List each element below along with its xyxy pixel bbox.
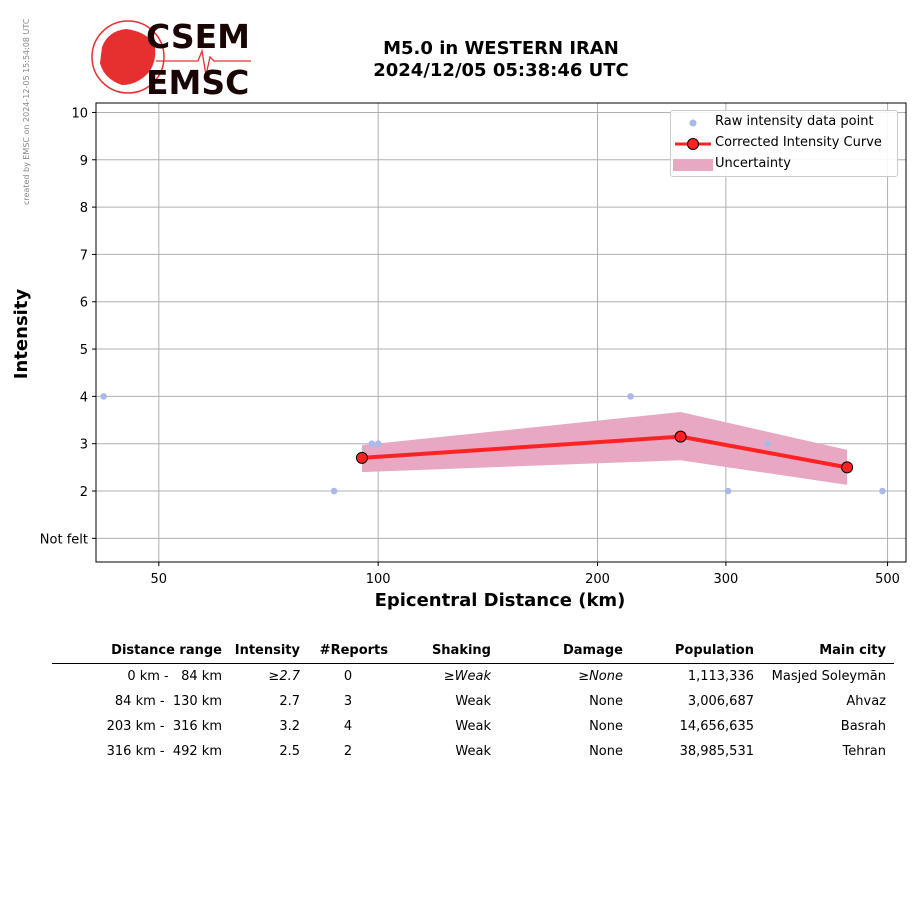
raw-data-point (368, 440, 376, 448)
cell-intensity: ≥2.7 (268, 668, 300, 684)
cell-shaking: Weak (455, 743, 491, 759)
cell-main-city: Ahvaz (846, 693, 886, 709)
legend-raw-label: Raw intensity data point (715, 114, 874, 129)
table-row: 203 km - 316 km 3.2 4 Weak None 14,656,635 Bas… (52, 714, 894, 739)
table-row: 316 km - 492 km 2.5 2 Weak None 38,985,531 Teh… (52, 739, 894, 764)
raw-data-point (879, 487, 886, 495)
table-row: 84 km - 130 km 2.7 3 Weak None 3,006,687 Ahvaz (52, 689, 894, 714)
cell-population: 1,113,336 (687, 668, 754, 684)
cell-intensity: 2.5 (279, 743, 300, 759)
cell-intensity: 2.7 (279, 693, 300, 709)
cell-population: 3,006,687 (687, 693, 754, 709)
col-reports: #Reports (308, 640, 396, 664)
y-tick-label: Not felt (40, 532, 88, 547)
x-tick-label: 500 (875, 572, 900, 587)
cell-reports: 4 (343, 718, 353, 734)
corrected-intensity-point (355, 451, 368, 464)
cell-shaking: ≥Weak (443, 668, 491, 684)
legend-raw-marker (689, 119, 697, 127)
cell-shaking: Weak (455, 693, 491, 709)
y-tick-label: 6 (80, 296, 88, 311)
corrected-intensity-point (674, 430, 687, 443)
x-tick-label: 300 (713, 572, 738, 587)
cell-damage: None (589, 718, 623, 734)
logo-text-csem: CSEM (146, 17, 250, 56)
cell-reports: 3 (343, 693, 353, 709)
intensity-chart: Not felt 2 3 4 5 6 7 8 9 10 50 100 200 300 500 Epicent… (11, 102, 907, 611)
col-distance-range: Distance range (52, 640, 230, 664)
emsc-logo: CSEM EMSC (91, 17, 251, 97)
col-population: Population (631, 640, 762, 664)
cell-distance-range: 203 km - 316 km (106, 718, 222, 734)
corrected-intensity-point (841, 461, 854, 474)
plot-frame (95, 102, 907, 563)
y-tick-label: 5 (80, 343, 88, 358)
cell-intensity: 3.2 (279, 718, 300, 734)
col-main-city: Main city (762, 640, 894, 664)
cell-damage: ≥None (578, 668, 623, 684)
y-tick-label: 4 (80, 390, 88, 405)
cell-distance-range: 316 km - 492 km (106, 743, 222, 759)
cell-reports: 2 (343, 743, 353, 759)
y-tick-label: 9 (80, 154, 88, 169)
legend-uncertainty-patch (673, 159, 713, 171)
col-intensity: Intensity (230, 640, 308, 664)
x-tick-label: 200 (585, 572, 610, 587)
raw-data-point (764, 440, 771, 448)
x-tick-label: 50 (151, 572, 168, 587)
legend-uncertainty-label: Uncertainty (715, 156, 791, 171)
cell-reports: 0 (343, 668, 353, 684)
legend-item-uncertainty: Uncertainty (671, 154, 897, 174)
cell-shaking: Weak (455, 718, 491, 734)
legend-curve-marker (675, 138, 711, 150)
cell-population: 38,985,531 (679, 743, 754, 759)
chart-legend: Raw intensity data point Corrected Inten… (670, 110, 898, 177)
cell-main-city: Tehran (842, 743, 886, 759)
raw-data-point (627, 393, 634, 400)
legend-curve-label: Corrected Intensity Curve (715, 135, 882, 150)
cell-population: 14,656,635 (679, 718, 754, 734)
cell-main-city: Masjed Soleymān (771, 668, 886, 684)
logo-text-emsc: EMSC (146, 63, 249, 97)
uncertainty-band (361, 411, 848, 485)
y-tick-label: 8 (80, 201, 88, 216)
legend-item-raw: Raw intensity data point (671, 112, 897, 132)
table-header-row: Distance range Intensity #Reports Shakin… (52, 640, 894, 664)
table-row: 0 km - 84 km ≥2.7 0 ≥Weak ≥None 1,113,336 Masj… (52, 664, 894, 690)
chart-title-line2: 2024/12/05 05:38:46 UTC (373, 60, 629, 81)
y-axis-label: Intensity (11, 289, 32, 380)
cell-main-city: Basrah (840, 718, 886, 734)
y-tick-label: 2 (80, 485, 88, 500)
col-shaking: Shaking (396, 640, 499, 664)
summary-table: Distance range Intensity #Reports Shakin… (52, 640, 894, 764)
raw-data-point (374, 440, 382, 448)
raw-data-point (330, 487, 338, 495)
y-tick-label: 3 (80, 438, 88, 453)
cell-distance-range: 84 km - 130 km (114, 693, 222, 709)
raw-data-point (724, 487, 732, 495)
legend-item-curve: Corrected Intensity Curve (671, 133, 897, 153)
x-axis-label: Epicentral Distance (km) (375, 590, 626, 611)
y-tick-label: 10 (71, 106, 88, 121)
cell-damage: None (589, 743, 623, 759)
cell-damage: None (589, 693, 623, 709)
raw-data-point (100, 393, 107, 400)
x-tick-label: 100 (366, 572, 391, 587)
col-damage: Damage (499, 640, 631, 664)
chart-title-line1: M5.0 in WESTERN IRAN (383, 38, 619, 59)
y-tick-label: 7 (80, 248, 88, 263)
cell-distance-range: 0 km - 84 km (127, 668, 222, 684)
